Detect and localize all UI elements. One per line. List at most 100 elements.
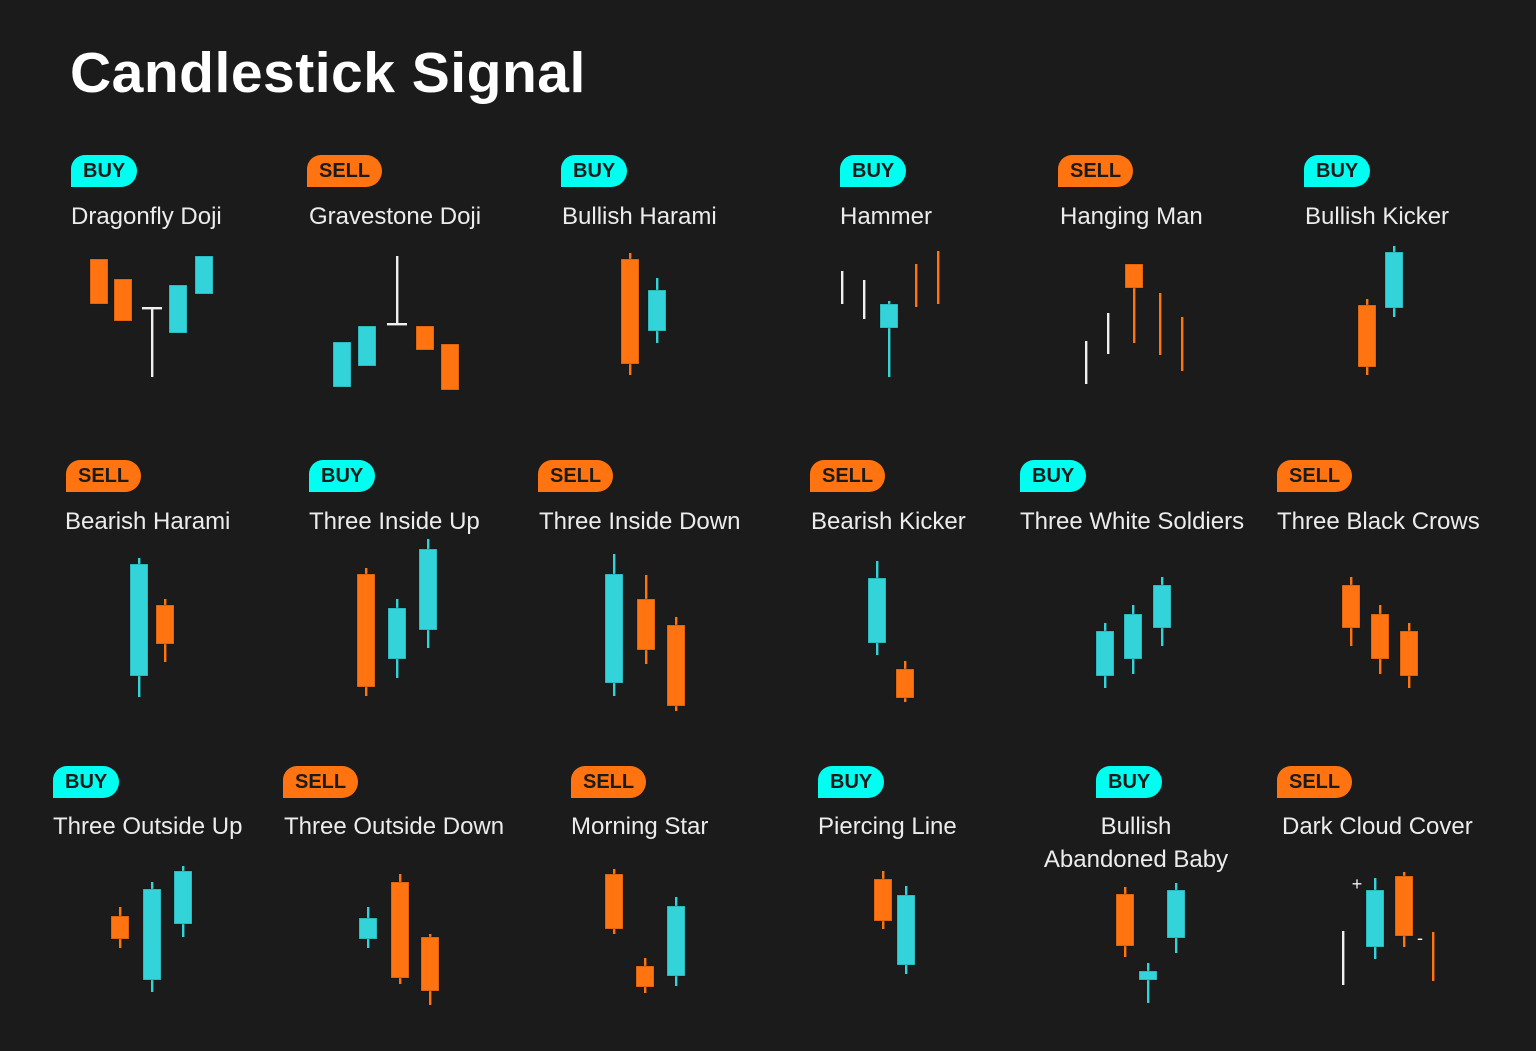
pattern-name: Three Black Crows [1277,508,1480,535]
pattern-name: Hanging Man [1060,203,1203,230]
lower-wick [613,929,616,934]
lower-wick [905,965,908,974]
doji-body [142,307,162,310]
candles-dragonfly-doji [89,255,214,377]
bearish-candle [110,915,130,940]
bullish-candle [1166,889,1186,939]
upper-wick [1379,605,1382,614]
shadow-line [1342,931,1345,985]
bullish-candle [896,894,916,966]
upper-wick [629,253,632,259]
bearish-candle [1394,875,1414,937]
bullish-candle [604,573,624,684]
candles-piercing-line [873,871,916,974]
upper-wick [365,568,368,574]
lower-wick [675,706,678,711]
bearish-candle [1357,304,1377,368]
upper-wick [119,907,122,916]
shadow-line [863,280,866,319]
candles-dark-cloud-cover: +- [1342,872,1435,985]
upper-wick [1132,605,1135,614]
bearish-candle [420,936,440,992]
upper-wick [904,661,907,669]
bearish-candle [620,258,640,365]
lower-wick [1350,628,1353,646]
bearish-candle [415,325,435,351]
upper-wick [1124,887,1127,894]
upper-wick [613,869,616,874]
sell-badge: SELL [1277,460,1353,492]
bearish-candle [1341,584,1361,629]
lower-wick [882,921,885,929]
bullish-candle [358,917,378,940]
pattern-name-line: Abandoned Baby [1043,846,1229,873]
upper-wick [151,882,154,889]
lower-wick [1175,938,1178,953]
plus-sign: + [1352,874,1363,894]
lower-wick [427,630,430,648]
sell-badge: SELL [307,155,383,187]
bearish-candle [666,624,686,707]
lower-wick [138,676,141,697]
pattern-name: Three Outside Down [284,813,505,840]
lower-wick [656,331,659,343]
lower-wick [1132,659,1135,674]
bullish-candle [1123,613,1143,660]
shadow-line [915,264,918,307]
lower-wick [1104,676,1107,688]
doji-wick [151,308,154,377]
pattern-name: Morning Star [571,813,709,840]
lower-wick [1133,288,1136,343]
buy-badge: BUY [818,766,885,798]
upper-wick [138,558,141,564]
sell-badge: SELL [1277,766,1353,798]
shadow-line [1181,317,1184,371]
pattern-name: Bullish Abandoned Baby [1040,810,1232,876]
buy-badge: BUY [561,155,628,187]
lower-wick [365,687,368,696]
bearish-candle [1370,613,1390,660]
doji-body [387,323,407,326]
pattern-name: Three Inside Up [309,508,480,535]
upper-wick [613,554,616,574]
lower-wick [1393,308,1396,317]
bullish-candle [357,325,377,367]
lower-wick [1124,946,1127,957]
upper-wick [1161,577,1164,585]
bearish-candle [635,965,655,988]
sell-badge: SELL [1058,155,1134,187]
bullish-candle [418,548,438,631]
upper-wick [656,278,659,290]
sell-badge: SELL [283,766,359,798]
upper-wick [1403,872,1406,876]
upper-wick [905,886,908,895]
candles-three-inside-up [356,539,438,696]
candles-morning-star [604,869,686,993]
bearish-candle [1115,893,1135,947]
bullish-candle [332,341,352,388]
candles-bullish-harami [620,253,667,375]
pattern-name-line: Bullish [1100,813,1172,840]
upper-wick [427,539,430,549]
bullish-candle [129,563,149,677]
bullish-candle [194,255,214,295]
lower-wick [1161,628,1164,646]
lower-wick [888,328,891,377]
lower-wick [675,976,678,986]
candles-three-inside-down [604,554,686,711]
bullish-candle [168,284,188,334]
pattern-name: Three Outside Up [53,813,243,840]
shadow-line [1159,293,1162,355]
upper-wick [1147,963,1150,971]
upper-wick [888,301,891,304]
pattern-name: Three White Soldiers [1020,508,1245,535]
bearish-candle [636,598,656,651]
candles-bullish-kicker [1357,246,1404,375]
upper-wick [882,871,885,879]
shadow-line [937,251,940,304]
bullish-candle [1095,630,1115,677]
candles-three-outside-up [110,866,193,992]
lower-wick [904,698,907,702]
candles-bearish-kicker [867,561,915,702]
